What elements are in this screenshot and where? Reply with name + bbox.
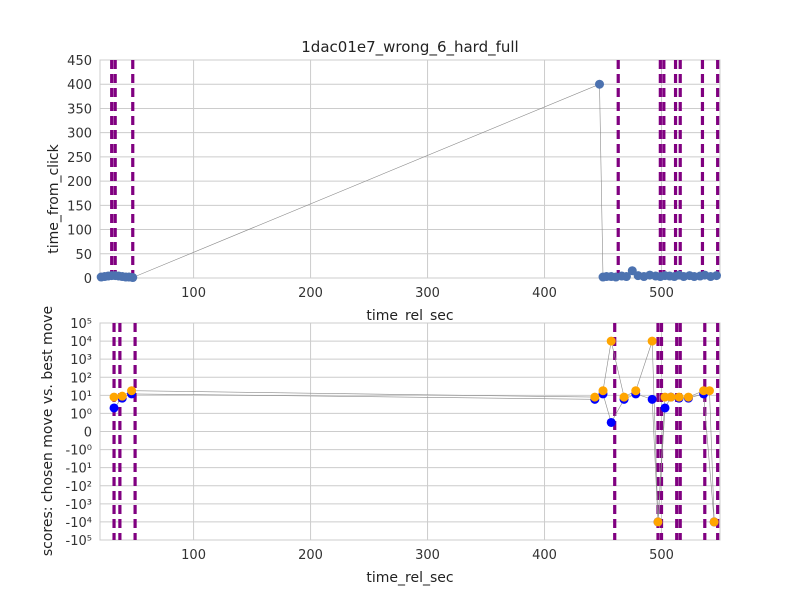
y-tick-label: 250	[67, 151, 92, 166]
y-tick-label: 10⁴	[70, 335, 92, 350]
x-tick-label: 200	[298, 286, 323, 301]
y-tick-label: 100	[67, 224, 92, 239]
x-tick-label: 100	[181, 286, 206, 301]
top-plot-x-label: time_rel_sec	[366, 308, 453, 324]
top-plot-grid	[99, 59, 721, 279]
x-tick-label: 400	[532, 548, 557, 563]
chart-title: 1dac01e7_wrong_6_hard_full	[301, 38, 518, 57]
data-point	[683, 392, 693, 402]
bottom-plot-points	[109, 336, 719, 527]
series-line	[113, 393, 715, 522]
data-point	[595, 79, 605, 89]
data-point	[590, 392, 600, 402]
y-tick-label: 10¹	[70, 389, 92, 404]
y-tick-label: 350	[67, 102, 92, 117]
data-point	[109, 403, 119, 413]
y-tick-label: 400	[67, 78, 92, 93]
plot-frame	[99, 59, 721, 279]
x-tick-label: 200	[298, 548, 323, 563]
y-tick-label: 450	[67, 54, 92, 69]
y-tick-label: 200	[67, 175, 92, 190]
bottom-plot-x-label: time_rel_sec	[366, 570, 453, 586]
data-point	[660, 403, 670, 413]
bottom-plot-y-label: scores: chosen move vs. best move	[40, 306, 56, 556]
y-tick-label: -10²	[66, 480, 92, 495]
x-tick-label: 500	[649, 286, 674, 301]
data-point	[598, 386, 608, 396]
top-plot-vlines	[110, 60, 720, 278]
y-tick-label: 50	[75, 248, 92, 263]
y-tick-label: 10⁵	[70, 317, 92, 332]
data-point	[704, 386, 714, 396]
data-point	[631, 386, 641, 396]
data-point	[606, 417, 616, 427]
data-point	[711, 271, 721, 281]
data-point	[647, 394, 657, 404]
data-point	[117, 391, 127, 401]
y-tick-label: -10⁵	[66, 534, 92, 549]
y-tick-label: 300	[67, 127, 92, 142]
x-tick-label: 300	[415, 548, 440, 563]
bottom-plot: 100 200 300 400 500 10⁵ 10⁴ 10³ 10² 10¹ 10⁰ 0 -10⁰ -…	[40, 306, 721, 586]
data-point	[674, 392, 684, 402]
data-point	[128, 273, 138, 283]
x-tick-label: 300	[415, 286, 440, 301]
y-tick-label: -10⁰	[66, 444, 92, 459]
bottom-plot-vlines	[112, 323, 720, 540]
data-point	[653, 517, 663, 527]
data-point	[666, 392, 676, 402]
bottom-plot-x-ticks: 100 200 300 400 500	[181, 548, 674, 563]
bottom-plot-y-ticks: 10⁵ 10⁴ 10³ 10² 10¹ 10⁰ 0 -10⁰ -10¹ -10² -10³ -10⁴ -…	[66, 317, 92, 549]
x-tick-label: 500	[649, 548, 674, 563]
top-plot-points	[96, 79, 721, 283]
y-tick-label: -10⁴	[66, 516, 92, 531]
y-tick-label: 10³	[70, 353, 92, 368]
bottom-plot-grid	[99, 322, 721, 541]
y-tick-label: 0	[84, 426, 92, 441]
top-plot-x-ticks: 100 200 300 400 500	[181, 286, 674, 301]
top-plot-y-label: time_from_click	[46, 143, 62, 253]
plot-frame	[99, 322, 721, 541]
data-point	[606, 336, 616, 346]
top-plot: 1dac01e7_wrong_6_hard_full 100 200 300 400 5…	[46, 38, 721, 324]
top-plot-y-ticks: 0 50 100 150 200 250 300 350 400 450	[67, 54, 92, 287]
data-point	[709, 517, 719, 527]
data-point	[621, 272, 631, 282]
data-point	[109, 392, 119, 402]
y-tick-label: 10²	[70, 371, 92, 386]
x-tick-label: 100	[181, 548, 206, 563]
data-point	[127, 386, 137, 396]
x-tick-label: 400	[532, 286, 557, 301]
data-point	[647, 336, 657, 346]
y-tick-label: 10⁰	[70, 407, 92, 422]
y-tick-label: 0	[84, 272, 92, 287]
y-tick-label: -10¹	[66, 462, 92, 477]
data-point	[619, 392, 629, 402]
y-tick-label: 150	[67, 199, 92, 214]
y-tick-label: -10³	[66, 498, 92, 513]
